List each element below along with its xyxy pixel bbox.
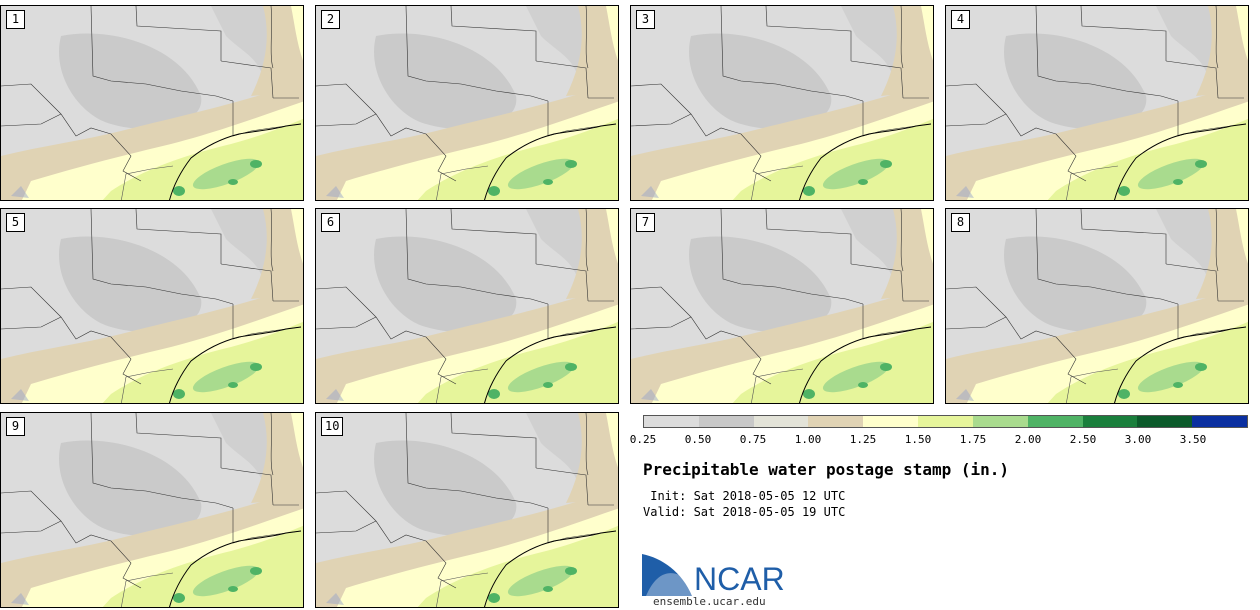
map-field bbox=[946, 6, 1248, 200]
panel-member-label: 8 bbox=[951, 213, 970, 232]
map-field bbox=[316, 209, 618, 403]
logo-url: ensemble.ucar.edu bbox=[653, 595, 766, 608]
colorbar-bin bbox=[698, 416, 754, 427]
colorbar-tick-label: 2.00 bbox=[1014, 433, 1042, 446]
colorbar-tick-label: 1.00 bbox=[794, 433, 822, 446]
init-time: Init: Sat 2018-05-05 12 UTC bbox=[643, 489, 846, 503]
postage-stamp-panel: 7 bbox=[630, 208, 934, 404]
ncar-logo: NCAR bbox=[642, 554, 785, 596]
postage-stamp-panel: 8 bbox=[945, 208, 1249, 404]
panel-member-label: 1 bbox=[6, 10, 25, 29]
chart-title: Precipitable water postage stamp (in.) bbox=[643, 460, 1010, 479]
panel-member-label: 6 bbox=[321, 213, 340, 232]
map-field bbox=[631, 6, 933, 200]
colorbar bbox=[643, 415, 1248, 428]
colorbar-bin bbox=[644, 416, 699, 427]
postage-stamp-panel: 5 bbox=[0, 208, 304, 404]
colorbar-bin bbox=[1192, 416, 1247, 427]
map-field bbox=[1, 413, 303, 607]
panel-member-label: 5 bbox=[6, 213, 25, 232]
postage-stamp-panel: 1 bbox=[0, 5, 304, 201]
colorbar-bin bbox=[1082, 416, 1138, 427]
colorbar-bin bbox=[753, 416, 809, 427]
colorbar-bin bbox=[972, 416, 1028, 427]
ncar-logo-swoosh bbox=[642, 554, 692, 596]
colorbar-tick-label: 1.75 bbox=[959, 433, 987, 446]
colorbar-tick-label: 0.25 bbox=[629, 433, 657, 446]
map-field bbox=[316, 6, 618, 200]
colorbar-bin bbox=[1027, 416, 1083, 427]
map-field bbox=[631, 209, 933, 403]
colorbar-bin bbox=[808, 416, 864, 427]
ncar-logo-text: NCAR bbox=[694, 561, 785, 596]
map-field bbox=[1, 6, 303, 200]
colorbar-tick-label: 1.25 bbox=[849, 433, 877, 446]
colorbar-tick-label: 2.50 bbox=[1069, 433, 1097, 446]
postage-stamp-panel: 6 bbox=[315, 208, 619, 404]
valid-time: Valid: Sat 2018-05-05 19 UTC bbox=[643, 505, 846, 519]
postage-stamp-panel: 9 bbox=[0, 412, 304, 608]
postage-stamp-panel: 10 bbox=[315, 412, 619, 608]
panel-member-label: 9 bbox=[6, 417, 25, 436]
postage-stamp-panel: 2 bbox=[315, 5, 619, 201]
map-field bbox=[1, 209, 303, 403]
colorbar-bin bbox=[918, 416, 973, 427]
postage-stamp-panel: 4 bbox=[945, 5, 1249, 201]
panel-member-label: 7 bbox=[636, 213, 655, 232]
panel-member-label: 10 bbox=[321, 417, 344, 436]
panel-member-label: 2 bbox=[321, 10, 340, 29]
colorbar-tick-label: 3.00 bbox=[1124, 433, 1152, 446]
colorbar-tick-label: 0.50 bbox=[684, 433, 712, 446]
colorbar-bin bbox=[1137, 416, 1193, 427]
colorbar-tick-label: 3.50 bbox=[1179, 433, 1207, 446]
colorbar-bin bbox=[863, 416, 919, 427]
map-field bbox=[316, 413, 618, 607]
colorbar-tick-label: 0.75 bbox=[739, 433, 767, 446]
panel-member-label: 3 bbox=[636, 10, 655, 29]
map-field bbox=[946, 209, 1248, 403]
panel-member-label: 4 bbox=[951, 10, 970, 29]
postage-stamp-panel: 3 bbox=[630, 5, 934, 201]
colorbar-tick-label: 1.50 bbox=[904, 433, 932, 446]
